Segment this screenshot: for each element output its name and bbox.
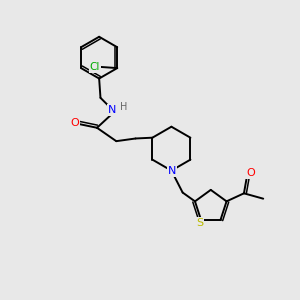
Text: N: N	[108, 105, 116, 116]
Text: Cl: Cl	[90, 62, 100, 72]
Text: S: S	[196, 218, 203, 228]
Text: H: H	[120, 102, 127, 112]
Text: O: O	[71, 118, 80, 128]
Text: N: N	[168, 167, 176, 176]
Text: O: O	[246, 168, 255, 178]
